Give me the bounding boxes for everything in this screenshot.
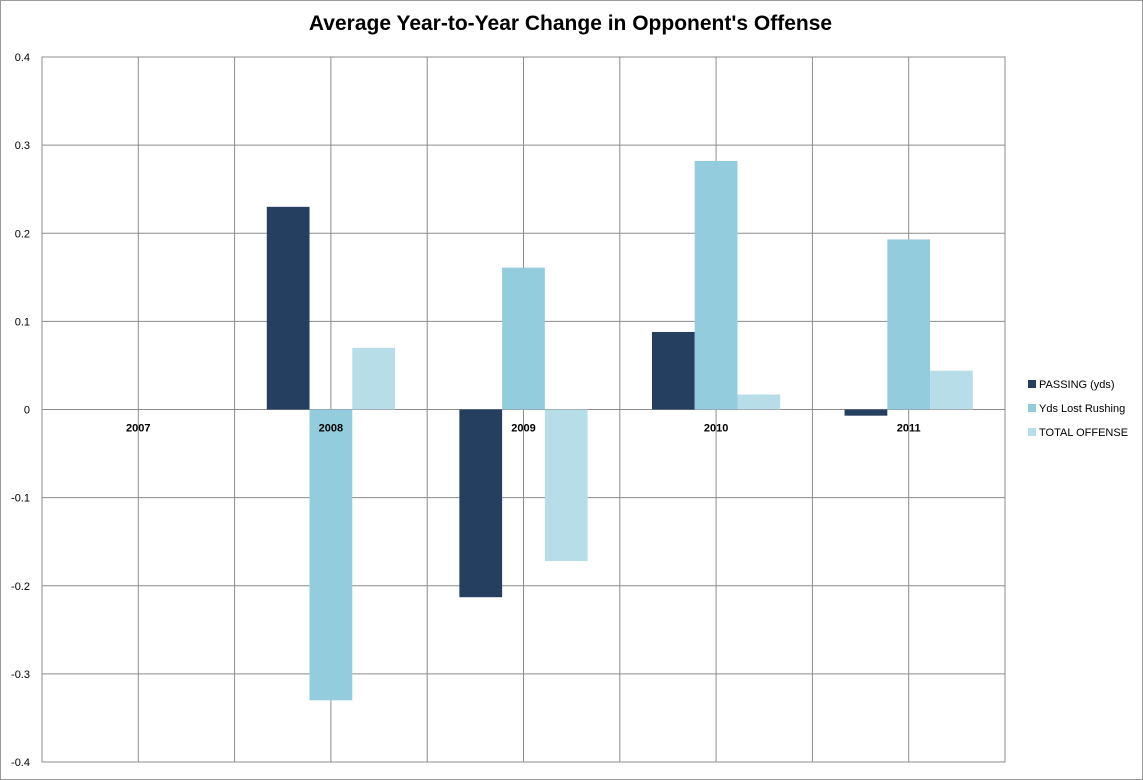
bar-yds-lost-rushing-2008 bbox=[309, 409, 353, 701]
y-tick-label: -0.3 bbox=[11, 669, 30, 681]
bar-yds-lost-rushing-2009 bbox=[502, 267, 545, 410]
legend-label: Yds Lost Rushing bbox=[1039, 403, 1125, 415]
x-tick-label: 2010 bbox=[704, 423, 728, 435]
bar-total-offense-2009 bbox=[544, 409, 588, 562]
x-tick-label: 2009 bbox=[511, 423, 535, 435]
legend: PASSING (yds) Yds Lost Rushing TOTAL OFFEN… bbox=[1028, 379, 1128, 439]
y-tick-label: 0 bbox=[24, 405, 30, 417]
bar-yds-lost-rushing-2011 bbox=[887, 239, 931, 410]
legend-swatch bbox=[1028, 380, 1036, 388]
legend-swatch bbox=[1028, 404, 1036, 412]
y-tick-label: 0.2 bbox=[15, 228, 30, 240]
chart-title: Average Year-to-Year Change in Opponent'… bbox=[308, 12, 833, 35]
y-tick-label: 0.1 bbox=[15, 316, 30, 328]
x-tick-label: 2008 bbox=[319, 423, 343, 435]
legend-swatch bbox=[1028, 428, 1036, 436]
y-axis: 0.4 0.3 0.2 0.1 0 -0.1 -0.2 -0.3 -0.4 bbox=[11, 52, 30, 769]
x-axis: 2007 2008 2009 2010 2011 bbox=[126, 423, 921, 435]
bar-total-offense-2010 bbox=[737, 394, 781, 410]
y-tick-label: -0.4 bbox=[11, 757, 30, 769]
x-tick-label: 2011 bbox=[897, 423, 921, 435]
bar-total-offense-2011 bbox=[930, 370, 973, 410]
y-tick-label: 0.3 bbox=[15, 140, 30, 152]
bar-passing-yds-2008 bbox=[266, 206, 310, 410]
y-tick-label: -0.2 bbox=[11, 581, 30, 593]
legend-label: TOTAL OFFENSE bbox=[1039, 427, 1128, 439]
bar-passing-yds-2009 bbox=[459, 409, 503, 598]
bar-total-offense-2008 bbox=[352, 347, 396, 410]
bar-yds-lost-rushing-2010 bbox=[694, 160, 738, 410]
y-tick-label: 0.4 bbox=[15, 52, 30, 64]
bar-passing-yds-2011 bbox=[844, 409, 888, 416]
x-tick-label: 2007 bbox=[126, 423, 150, 435]
y-tick-label: -0.1 bbox=[11, 493, 30, 505]
legend-label: PASSING (yds) bbox=[1039, 379, 1115, 391]
bar-group bbox=[266, 160, 973, 701]
bar-passing-yds-2010 bbox=[651, 331, 695, 410]
